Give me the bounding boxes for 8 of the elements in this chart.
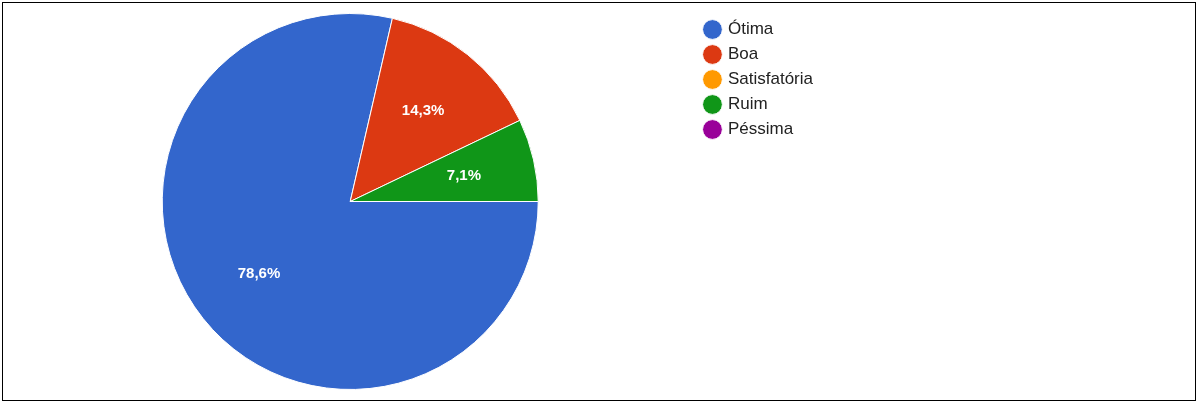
data-label: 7,1%: [446, 165, 481, 183]
data-label: 14,3%: [401, 100, 445, 118]
legend-label: Satisfatória: [727, 69, 814, 89]
legend-label: Ótima: [727, 19, 774, 39]
data-label: 78,6%: [237, 264, 281, 282]
legend-label: Péssima: [727, 119, 794, 139]
legend-label: Ruim: [727, 94, 768, 114]
legend-label: Boa: [727, 44, 759, 64]
